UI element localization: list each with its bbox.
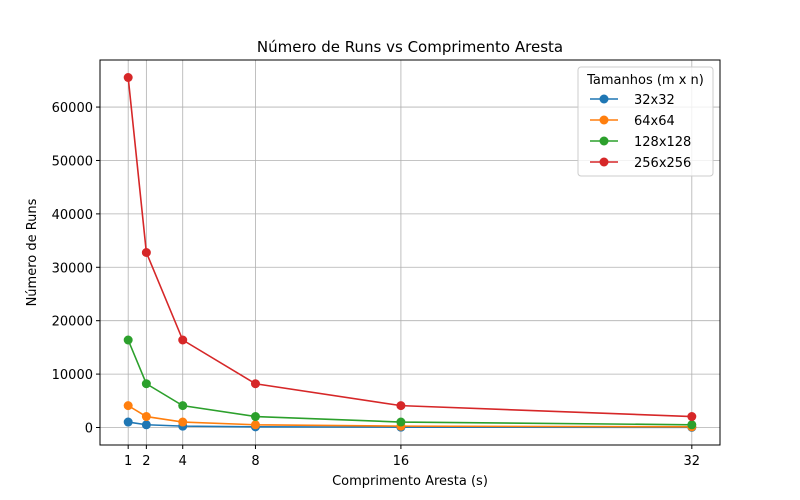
legend-marker [599, 157, 609, 167]
y-tick-label: 60000 [52, 101, 93, 116]
legend-marker [599, 115, 609, 125]
legend-entry: 128x128 [590, 135, 691, 150]
x-axis: 1 2 4 8 16 32 [124, 445, 700, 469]
y-tick-label: 50000 [52, 154, 93, 169]
data-point [123, 73, 133, 83]
y-axis: 0 10000 20000 30000 40000 50000 60000 [52, 101, 100, 436]
data-point [178, 401, 188, 411]
y-axis-label: Número de Runs [25, 198, 40, 306]
legend-marker [599, 136, 609, 146]
series-line [127, 339, 692, 426]
data-point [687, 412, 697, 422]
data-point [687, 420, 697, 430]
legend-label: 32x32 [634, 93, 675, 108]
y-tick-label: 0 [85, 421, 93, 436]
x-axis-label: Comprimento Aresta (s) [332, 474, 488, 489]
data-point [396, 417, 406, 427]
data-point [141, 248, 151, 257]
data-point [250, 412, 260, 422]
series-64x64 [123, 401, 697, 432]
series-128x128 [123, 335, 697, 430]
x-tick-label: 4 [179, 454, 187, 469]
series-line [127, 77, 692, 418]
data-point [250, 379, 260, 389]
legend-label: 64x64 [634, 114, 675, 129]
series-256x256 [123, 73, 697, 422]
y-tick-label: 40000 [52, 208, 93, 223]
data-point [123, 335, 133, 345]
x-tick-label: 16 [393, 454, 410, 469]
data-point [141, 412, 151, 422]
legend-entry: 256x256 [590, 156, 691, 171]
chart-title: Número de Runs vs Comprimento Aresta [257, 38, 563, 56]
x-tick-label: 8 [251, 454, 259, 469]
y-tick-label: 30000 [52, 261, 93, 276]
legend-box [577, 66, 714, 177]
data-point [178, 335, 188, 345]
data-point [178, 417, 188, 427]
x-tick-label: 2 [142, 454, 150, 469]
legend-label: 128x128 [634, 135, 691, 150]
legend-label: 256x256 [634, 156, 691, 171]
data-point [141, 379, 151, 389]
legend-entry: 32x32 [590, 93, 675, 108]
plot-frame [99, 59, 721, 446]
x-tick-label: 1 [124, 454, 132, 469]
legend: Tamanhos (m x n) 32x32 64x64 128x128 256x25… [577, 66, 714, 177]
data-point [123, 401, 133, 411]
series-layer [123, 73, 697, 432]
legend-marker [599, 94, 609, 104]
y-tick-label: 20000 [52, 315, 93, 330]
y-tick-label: 10000 [52, 368, 93, 383]
legend-entry: 64x64 [590, 114, 675, 129]
data-point [123, 417, 133, 427]
data-point [250, 420, 260, 430]
x-tick-label: 32 [684, 454, 701, 469]
data-point [396, 401, 406, 411]
data-point [141, 420, 151, 430]
legend-title: Tamanhos (m x n) [586, 73, 704, 88]
